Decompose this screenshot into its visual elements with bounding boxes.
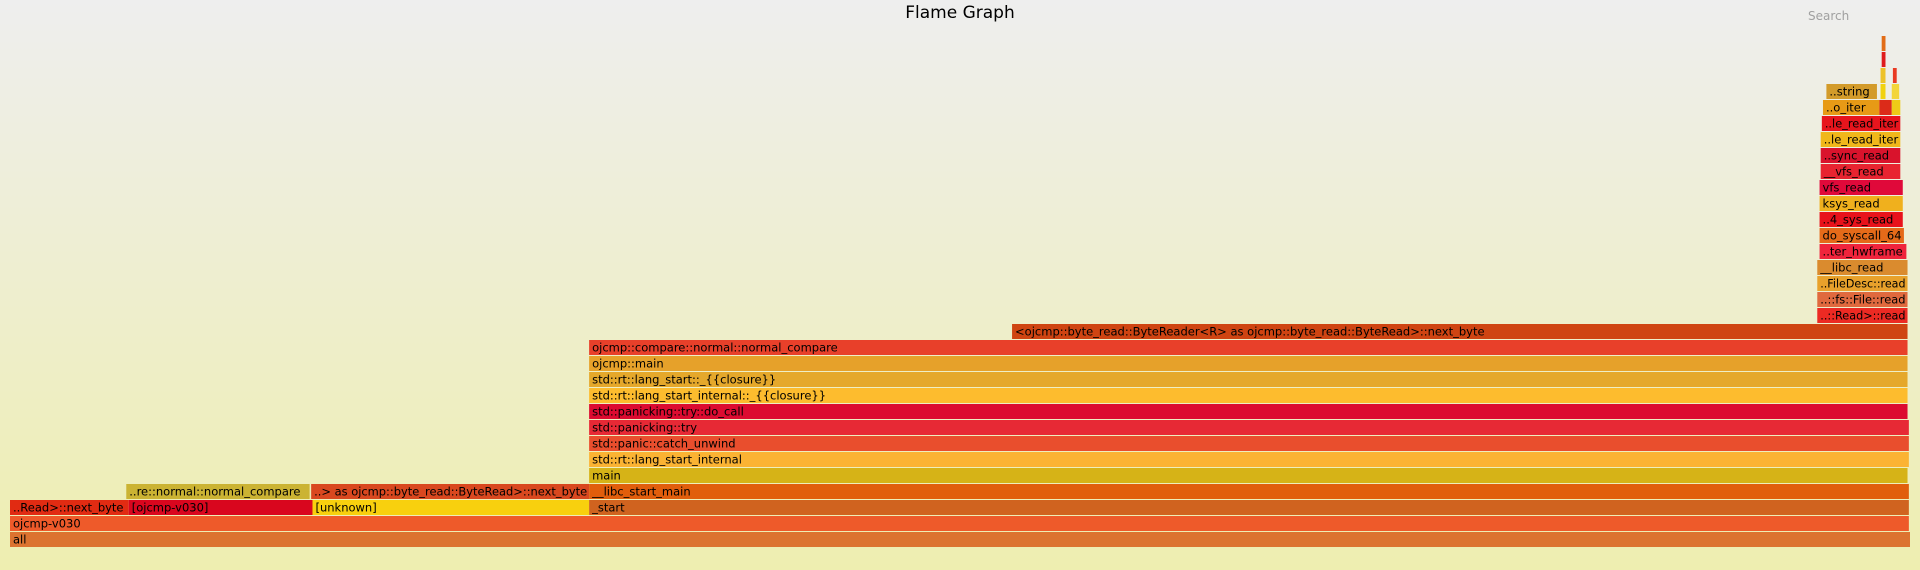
frame-bar-to-iter-yellow[interactable] bbox=[1891, 100, 1901, 115]
frame-do-syscall-64[interactable]: do_syscall_64 bbox=[1819, 228, 1904, 243]
frame-bar-vfs-read-inner[interactable] bbox=[1820, 164, 1901, 179]
frame-fs-file-read[interactable]: ..::fs::File::read bbox=[1817, 292, 1908, 307]
frame-bar-normal-compare-left[interactable] bbox=[126, 484, 310, 499]
frame-file-read-iter-b[interactable]: ..le_read_iter bbox=[1821, 116, 1901, 131]
frame-bar-next-byte-left[interactable] bbox=[10, 500, 129, 515]
frame-bar-entry-hwframe[interactable] bbox=[1819, 244, 1907, 259]
frame-panicking-try[interactable]: std::panicking::try bbox=[589, 420, 1909, 435]
frame-lang-start-internal-closure[interactable]: std::rt::lang_start_internal::_{{closure… bbox=[589, 388, 1908, 403]
frame-bar-libc-start-main[interactable] bbox=[589, 484, 1909, 499]
frame-lang-start-closure[interactable]: std::rt::lang_start::_{{closure}} bbox=[589, 372, 1908, 387]
frame-bar-do-syscall-64[interactable] bbox=[1819, 228, 1904, 243]
frame-string[interactable]: ..string bbox=[1826, 84, 1877, 99]
frame-to-iter[interactable]: ..o_iter bbox=[1822, 100, 1880, 115]
frame-bar-main[interactable] bbox=[589, 468, 1908, 483]
frame-bar-ojcmp-main[interactable] bbox=[589, 356, 1908, 371]
frame-bar-string-yellow-a[interactable] bbox=[1880, 84, 1886, 99]
frame-entry-hwframe[interactable]: ..ter_hwframe bbox=[1819, 244, 1907, 259]
frame-bar-file-read-iter-b[interactable] bbox=[1821, 116, 1901, 131]
frame-next-byte-mid[interactable]: ..> as ojcmp::byte_read::ByteRead>::next… bbox=[311, 484, 590, 499]
frame-bar-start[interactable] bbox=[589, 500, 1909, 515]
flame-graph-title: Flame Graph bbox=[905, 3, 1015, 23]
frame-bar-top-a[interactable] bbox=[1880, 68, 1886, 83]
frame-bar-ojcmp-v030-b[interactable] bbox=[128, 500, 313, 515]
frame-vfs-read-inner[interactable]: __vfs_read bbox=[1820, 164, 1901, 179]
frame-bar-unknown[interactable] bbox=[312, 500, 590, 515]
frame-bar-filedesc-read[interactable] bbox=[1817, 276, 1908, 291]
frame-bar-lang-start-closure[interactable] bbox=[589, 372, 1908, 387]
frame-catch-unwind[interactable]: std::panic::catch_unwind bbox=[589, 436, 1909, 451]
frame-ojcmp-v030-a[interactable]: ojcmp-v030 bbox=[10, 516, 1909, 531]
frame-string-yellow-a[interactable] bbox=[1880, 84, 1886, 99]
frame-do-call[interactable]: std::panicking::try::do_call bbox=[589, 404, 1908, 419]
frame-bar-all[interactable] bbox=[10, 532, 1910, 547]
frame-to-iter-yellow[interactable] bbox=[1891, 100, 1901, 115]
frame-ojcmp-main[interactable]: ojcmp::main bbox=[589, 356, 1908, 371]
frame-ojcmp-v030-b[interactable]: [ojcmp-v030] bbox=[128, 500, 313, 515]
frame-bar-x64-sys-read[interactable] bbox=[1819, 212, 1903, 227]
search-button[interactable]: Search bbox=[1808, 9, 1850, 23]
frame-io-read[interactable]: ..::Read>::read bbox=[1817, 308, 1908, 323]
frame-normal-compare-left[interactable]: ..re::normal::normal_compare bbox=[126, 484, 310, 499]
frame-next-byte-left[interactable]: ..Read>::next_byte bbox=[10, 500, 129, 515]
frame-bar-to-iter[interactable] bbox=[1822, 100, 1880, 115]
frame-unknown[interactable]: [unknown] bbox=[312, 500, 590, 515]
frame-bar-catch-unwind[interactable] bbox=[589, 436, 1909, 451]
frame-bar-next-byte-right[interactable] bbox=[1012, 324, 1908, 339]
frame-string-yellow-b[interactable] bbox=[1891, 84, 1900, 99]
frame-all[interactable]: all bbox=[10, 532, 1910, 547]
frame-bar-next-byte-mid[interactable] bbox=[311, 484, 590, 499]
frame-ksys-read[interactable]: ksys_read bbox=[1819, 196, 1903, 211]
frame-bar-string-yellow-b[interactable] bbox=[1891, 84, 1900, 99]
frame-vfs-read[interactable]: vfs_read bbox=[1819, 180, 1903, 195]
frame-lang-start-internal[interactable]: std::rt::lang_start_internal bbox=[589, 452, 1909, 467]
frame-bar-do-call[interactable] bbox=[589, 404, 1908, 419]
frame-filedesc-read[interactable]: ..FileDesc::read bbox=[1817, 276, 1908, 291]
frame-start[interactable]: _start bbox=[589, 500, 1909, 515]
frame-bar-ojcmp-v030-a[interactable] bbox=[10, 516, 1909, 531]
frame-file-read-iter-a[interactable]: ..le_read_iter bbox=[1820, 132, 1901, 147]
frame-main[interactable]: main bbox=[589, 468, 1908, 483]
frame-bar-top-d[interactable] bbox=[1881, 36, 1886, 51]
frame-bar-ksys-read[interactable] bbox=[1819, 196, 1903, 211]
frame-bar-libc-read[interactable] bbox=[1817, 260, 1908, 275]
frame-libc-start-main[interactable]: __libc_start_main bbox=[589, 484, 1909, 499]
frame-bar-fs-file-read[interactable] bbox=[1817, 292, 1908, 307]
frame-top-b[interactable] bbox=[1892, 68, 1897, 83]
frame-top-d[interactable] bbox=[1881, 36, 1886, 51]
frame-bar-normal-compare[interactable] bbox=[589, 340, 1908, 355]
frame-bar-string[interactable] bbox=[1826, 84, 1877, 99]
frame-next-byte-right[interactable]: <ojcmp::byte_read::ByteReader<R> as ojcm… bbox=[1012, 324, 1908, 339]
frame-bar-lang-start-internal-closure[interactable] bbox=[589, 388, 1908, 403]
frame-top-c[interactable] bbox=[1881, 52, 1886, 67]
frame-x64-sys-read[interactable]: ..4_sys_read bbox=[1819, 212, 1903, 227]
frame-top-a[interactable] bbox=[1880, 68, 1886, 83]
frame-normal-compare[interactable]: ojcmp::compare::normal::normal_compare bbox=[589, 340, 1908, 355]
frame-bar-top-b[interactable] bbox=[1892, 68, 1897, 83]
frame-bar-lang-start-internal[interactable] bbox=[589, 452, 1909, 467]
frame-to-iter-red[interactable] bbox=[1879, 100, 1892, 115]
frame-bar-io-read[interactable] bbox=[1817, 308, 1908, 323]
frame-bar-to-iter-red[interactable] bbox=[1879, 100, 1892, 115]
frame-sync-read[interactable]: ..sync_read bbox=[1820, 148, 1901, 163]
frame-bar-sync-read[interactable] bbox=[1820, 148, 1901, 163]
frame-bar-vfs-read[interactable] bbox=[1819, 180, 1903, 195]
frame-libc-read[interactable]: __libc_read bbox=[1817, 260, 1908, 275]
frame-bar-panicking-try[interactable] bbox=[589, 420, 1909, 435]
frame-bar-file-read-iter-a[interactable] bbox=[1820, 132, 1901, 147]
frame-bar-top-c[interactable] bbox=[1881, 52, 1886, 67]
